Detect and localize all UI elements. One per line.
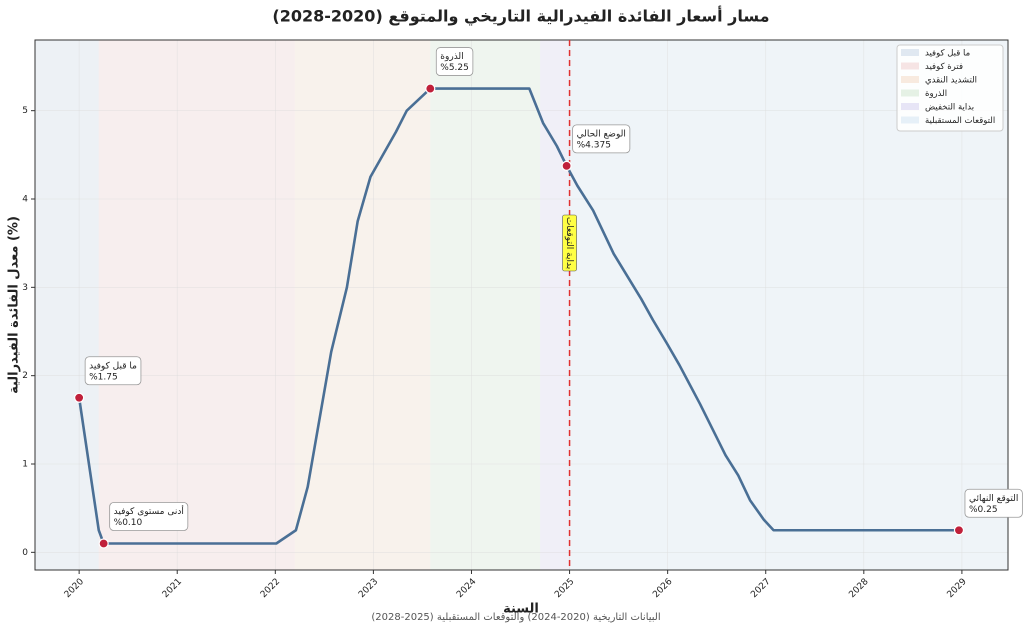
legend-swatch — [901, 49, 919, 56]
annotation-value: %1.75 — [89, 372, 118, 382]
annotation-value: %5.25 — [440, 63, 469, 73]
subtitle: البيانات التاريخية (2020-2024) والتوقعات… — [371, 612, 660, 623]
annotation-label: الوضع الحالي — [577, 129, 626, 139]
region — [98, 40, 295, 570]
y-tick-label: 3 — [22, 283, 28, 293]
x-tick-label: 2027 — [749, 577, 772, 600]
x-axis-label: السنة — [503, 602, 539, 617]
rate-line — [77, 87, 959, 545]
annotation-box — [109, 502, 189, 531]
plot-background — [35, 40, 1008, 570]
annotation-box — [84, 356, 142, 386]
region — [540, 40, 570, 570]
annotation-label: أدنى مستوى كوفيد — [114, 505, 184, 517]
annotation-marker — [953, 525, 965, 536]
annotation-label: الذروة — [440, 52, 463, 62]
legend-box — [896, 44, 1004, 132]
y-tick-label: 2 — [22, 371, 28, 381]
annotation-box — [435, 47, 474, 76]
plot-frame — [34, 39, 1009, 571]
legend-label: ما قبل كوفيد — [925, 49, 970, 59]
annotation-value: %4.375 — [577, 140, 611, 150]
legend-label: فترة كوفيد — [925, 62, 963, 72]
x-tick-label: 2020 — [63, 577, 86, 600]
x-tick-label: 2025 — [553, 577, 576, 600]
annotation-value: %0.25 — [969, 505, 998, 515]
legend-swatch — [901, 62, 919, 70]
x-tick-label: 2024 — [455, 577, 478, 600]
annotation-marker — [425, 83, 436, 94]
region — [35, 40, 99, 570]
x-tick-label: 2022 — [259, 577, 282, 600]
forecast-label-group: بداية التوقعات — [562, 214, 577, 272]
annotation-box — [572, 124, 631, 154]
legend-swatch — [901, 76, 919, 83]
legend-swatch — [901, 116, 919, 124]
forecast-label: بداية التوقعات — [564, 217, 574, 269]
legend: ما قبل كوفيد فترة كوفيد التشديد النقدي الذر… — [896, 44, 1004, 132]
y-tick-label: 0 — [22, 548, 28, 558]
chart-title: مسار أسعار الفائدة الفيدرالية التاريخي و… — [272, 6, 769, 27]
y-tick-label: 1 — [22, 460, 28, 470]
y-tick-label: 4 — [22, 195, 28, 205]
region — [430, 40, 541, 570]
x-tick-label: 2023 — [357, 577, 380, 600]
annotation-marker — [561, 160, 572, 171]
x-tick-label: 2028 — [847, 577, 870, 600]
legend-label: التوقعات المستقبلية — [925, 116, 995, 126]
annotation-value: %0.10 — [114, 518, 143, 528]
annotation-box — [964, 488, 1023, 518]
legend-swatch — [901, 103, 919, 110]
annotation-marker — [74, 392, 85, 403]
y-tick-label: 5 — [22, 106, 28, 116]
x-tick-label: 2026 — [651, 577, 674, 600]
annotation-label: ما قبل كوفيد — [89, 361, 137, 371]
y-axis-label: معدل الفائدة الفيدرالية (%) — [7, 216, 22, 394]
x-tick-label: 2029 — [946, 577, 969, 600]
x-tick-label: 2021 — [161, 577, 184, 600]
annotation-marker — [98, 538, 109, 549]
legend-label: التشديد النقدي — [925, 76, 977, 86]
legend-label: الذروة — [925, 89, 947, 99]
annotation-label: التوقع النهائي — [969, 494, 1018, 504]
forecast-label-box — [562, 214, 577, 272]
legend-swatch — [901, 89, 919, 97]
region — [294, 40, 431, 570]
legend-label: بداية التخفيض — [925, 103, 974, 113]
